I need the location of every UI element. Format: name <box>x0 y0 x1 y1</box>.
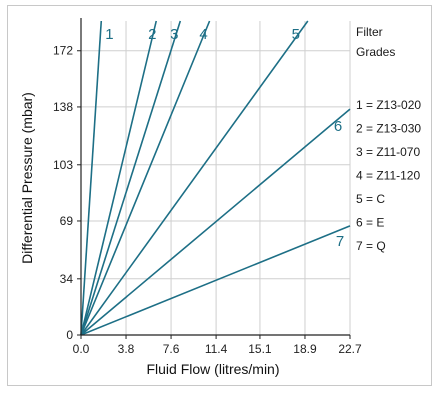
legend-entry: 1 = Z13-020 <box>356 98 421 112</box>
chart-frame: 0.0 3.8 7.6 11.4 15.1 18.9 22.7 0 34 69 103 138 172… <box>7 5 432 386</box>
y-axis-title: Differential Pressure (mbar) <box>19 92 35 264</box>
x-tick-label: 7.6 <box>163 342 180 356</box>
x-tick-label: 11.4 <box>205 342 228 356</box>
series-label-5: 5 <box>292 26 300 43</box>
y-tick-label: 0 <box>66 328 73 342</box>
y-tick-label: 69 <box>60 214 74 228</box>
y-tick-label: 103 <box>53 158 73 172</box>
series-line-5 <box>80 20 309 336</box>
series-lines <box>80 20 351 336</box>
series-labels: 1 2 3 4 567 <box>105 26 344 250</box>
series-line-2 <box>80 20 158 336</box>
series-line-6 <box>80 108 351 336</box>
series-label-3: 3 <box>170 26 178 43</box>
legend-entry: 4 = Z11-120 <box>356 169 420 183</box>
filter-pressure-chart: 0.0 3.8 7.6 11.4 15.1 18.9 22.7 03469103138172… <box>19 18 421 377</box>
axes <box>80 18 350 336</box>
legend-title-filter: Filter <box>356 25 383 39</box>
x-tick-label: 15.1 <box>248 342 272 356</box>
y-tick-label: 138 <box>53 100 73 114</box>
grid <box>81 21 351 335</box>
legend-entry: 5 = C <box>356 192 385 206</box>
x-axis-title: Fluid Flow (litres/min) <box>146 361 279 377</box>
series-label-7: 7 <box>336 233 344 250</box>
legend-entry: 7 = Q <box>356 239 386 253</box>
series-line-4 <box>80 20 211 336</box>
series-line-3 <box>80 20 182 336</box>
series-line-1 <box>80 20 103 336</box>
x-tick-label: 3.8 <box>118 342 135 356</box>
x-tick-label: 22.7 <box>338 342 362 356</box>
y-tick-label: 172 <box>53 44 73 58</box>
series-label-1: 1 <box>105 26 113 43</box>
x-tick-label: 18.9 <box>293 342 317 356</box>
x-tick-labels: 0.0 3.8 7.6 11.4 15.1 18.9 22.7 <box>73 335 362 356</box>
series-label-2: 2 <box>148 26 156 43</box>
series-line-7 <box>80 225 351 336</box>
series-label-4: 4 <box>199 26 207 43</box>
legend-entry: 6 = E <box>356 216 384 230</box>
legend-entry: 2 = Z13-030 <box>356 122 421 136</box>
legend: Filter Grades 1 = Z13-020 2 = Z13-030 3 = … <box>356 25 421 253</box>
y-tick-label: 34 <box>60 272 74 286</box>
x-tick-label: 0.0 <box>73 342 90 356</box>
series-label-6: 6 <box>334 118 342 135</box>
legend-title-grades: Grades <box>356 45 395 59</box>
y-tick-labels: 0 34 69 103 138 172 <box>53 44 81 342</box>
legend-entry: 3 = Z11-070 <box>356 145 420 159</box>
